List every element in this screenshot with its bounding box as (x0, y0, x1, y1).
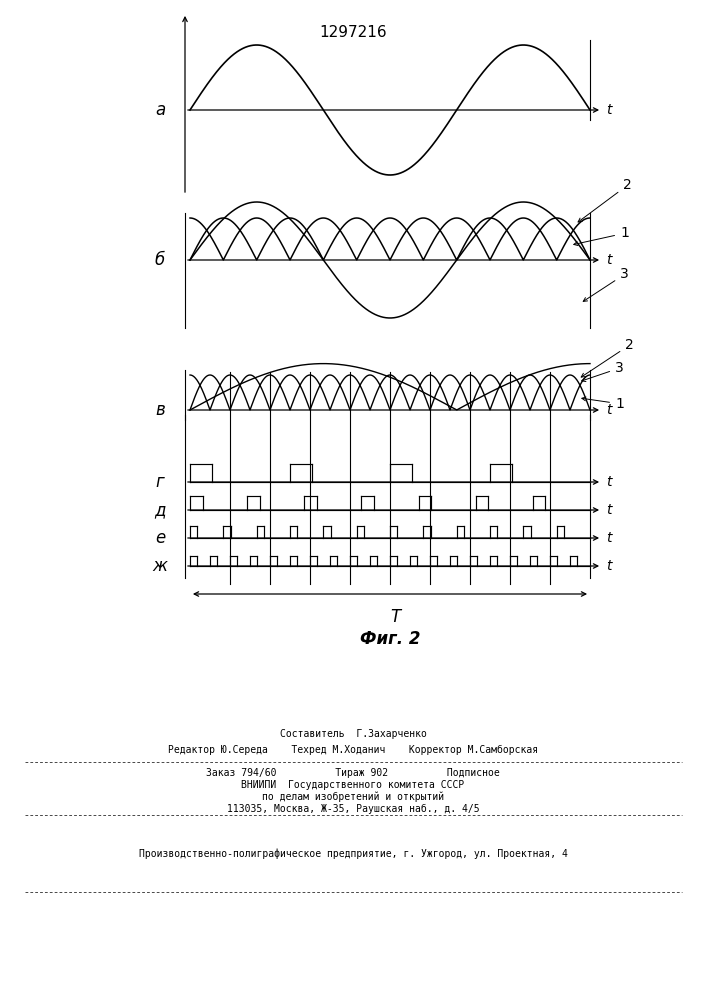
Text: е: е (155, 529, 165, 547)
Text: 1: 1 (574, 226, 629, 246)
Text: t: t (606, 531, 612, 545)
Text: t: t (606, 103, 612, 117)
Text: в: в (155, 401, 165, 419)
Text: Редактор Ю.Середа    Техред М.Ходанич    Корректор М.Самборская: Редактор Ю.Середа Техред М.Ходанич Корре… (168, 745, 538, 755)
Text: Фиг. 2: Фиг. 2 (360, 630, 420, 648)
Text: по делам изобретений и открытий: по делам изобретений и открытий (262, 792, 444, 802)
Text: Производственно-полиграфическое предприятие, г. Ужгород, ул. Проектная, 4: Производственно-полиграфическое предприя… (139, 848, 568, 859)
Text: T: T (390, 608, 400, 626)
Text: t: t (606, 253, 612, 267)
Text: ж: ж (153, 557, 168, 575)
Text: 3: 3 (583, 267, 629, 301)
Text: 2: 2 (578, 178, 632, 222)
Text: 113035, Москва, Ж-35, Раушская наб., д. 4/5: 113035, Москва, Ж-35, Раушская наб., д. … (227, 804, 479, 814)
Text: г: г (156, 473, 164, 491)
Text: 2: 2 (581, 338, 633, 377)
Text: ВНИИПИ  Государственного комитета СССР: ВНИИПИ Государственного комитета СССР (241, 780, 464, 790)
Text: 1: 1 (582, 397, 624, 411)
Text: б: б (155, 251, 165, 269)
Text: t: t (606, 559, 612, 573)
Text: t: t (606, 503, 612, 517)
Text: 1297216: 1297216 (319, 25, 387, 40)
Text: д: д (154, 501, 165, 519)
Text: t: t (606, 403, 612, 417)
Text: t: t (606, 475, 612, 489)
Text: Составитель  Г.Захарченко: Составитель Г.Захарченко (279, 729, 426, 739)
Text: а: а (155, 101, 165, 119)
Text: 3: 3 (582, 361, 624, 382)
Text: Заказ 794/60          Тираж 902          Подписное: Заказ 794/60 Тираж 902 Подписное (206, 768, 500, 778)
